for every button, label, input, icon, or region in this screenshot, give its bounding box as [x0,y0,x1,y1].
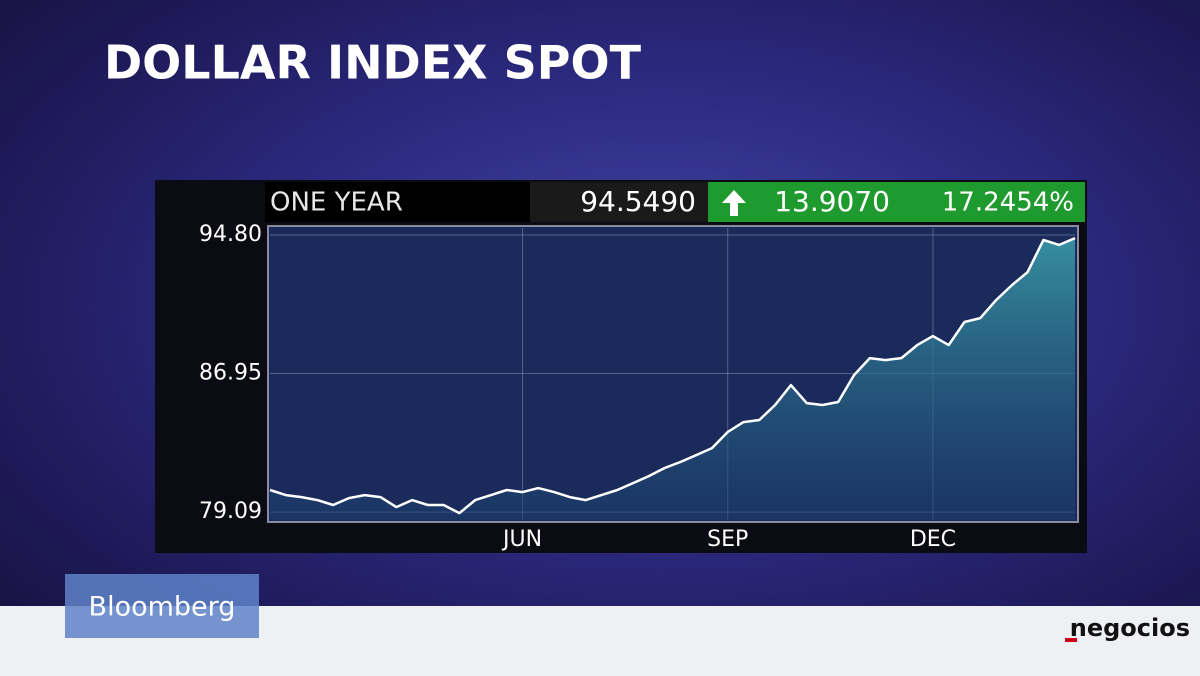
up-arrow [722,190,746,216]
last-box [530,182,708,222]
x-tick-label: SEP [707,527,748,552]
period-label: ONE YEAR [270,188,403,218]
brand-box [65,574,259,638]
y-tick-label: 94.80 [199,222,262,247]
title: DOLLAR INDEX SPOT [104,36,642,90]
change-box [708,182,1085,222]
brand: Bloomberg [89,592,236,623]
area [270,238,1075,520]
change: 13.9070 [774,185,890,218]
source-accent [1065,638,1077,642]
line [269,236,1076,515]
last-value: 94.5490 [580,185,696,218]
x-tick-label: JUN [501,527,542,552]
source: negocios [1070,614,1190,642]
change-percent: 17.2454% [942,188,1074,218]
y-tick-label: 79.09 [199,499,262,524]
y-tick-label: 86.95 [199,360,262,385]
x-tick-label: DEC [910,527,956,552]
period-box [265,182,530,222]
